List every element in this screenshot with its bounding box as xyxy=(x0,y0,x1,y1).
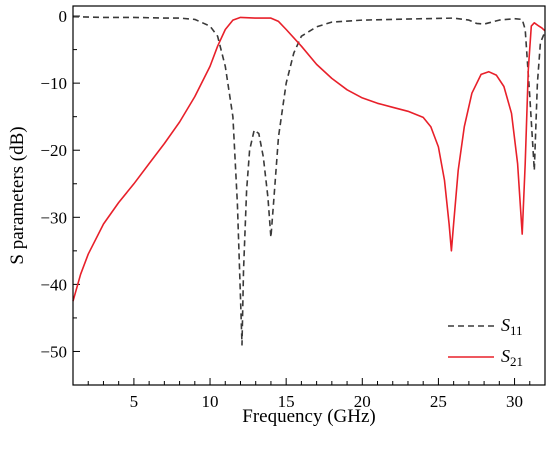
legend-label-s11-base: S xyxy=(501,315,510,335)
legend-label-s21-base: S xyxy=(501,346,510,366)
y-tick-label: −50 xyxy=(40,342,67,361)
legend-label-s21-subscript: 21 xyxy=(510,354,523,369)
legend-entry-s11: S11 xyxy=(448,315,523,338)
legend-label-s21: S21 xyxy=(501,346,523,369)
legend: S11 S21 xyxy=(448,315,523,369)
x-tick-label: 20 xyxy=(354,392,371,411)
y-tick-label: −30 xyxy=(40,208,67,227)
y-tick-label: −10 xyxy=(40,74,67,93)
plot-frame xyxy=(72,5,546,386)
series-line-s11 xyxy=(72,15,546,346)
legend-entry-s21: S21 xyxy=(448,346,523,369)
x-tick-label: 10 xyxy=(202,392,219,411)
series-lines xyxy=(72,15,546,346)
x-axis-title: Frequency (GHz) xyxy=(242,406,375,427)
x-tick-label: 25 xyxy=(430,392,447,411)
axis-ticks: 5 10 15 20 25 30 0 −10 −20 −30 −40 −50 xyxy=(40,7,546,411)
y-axis-title: S parameters (dB) xyxy=(7,126,28,264)
y-tick-label: −40 xyxy=(40,275,67,294)
x-tick-label: 15 xyxy=(278,392,295,411)
x-tick-label: 5 xyxy=(130,392,139,411)
x-tick-label: 30 xyxy=(506,392,523,411)
series-line-s21 xyxy=(72,16,546,302)
y-tick-label: −20 xyxy=(40,141,67,160)
legend-label-s11: S11 xyxy=(501,315,523,338)
y-tick-label: 0 xyxy=(59,7,68,26)
legend-label-s11-subscript: 11 xyxy=(510,323,523,338)
